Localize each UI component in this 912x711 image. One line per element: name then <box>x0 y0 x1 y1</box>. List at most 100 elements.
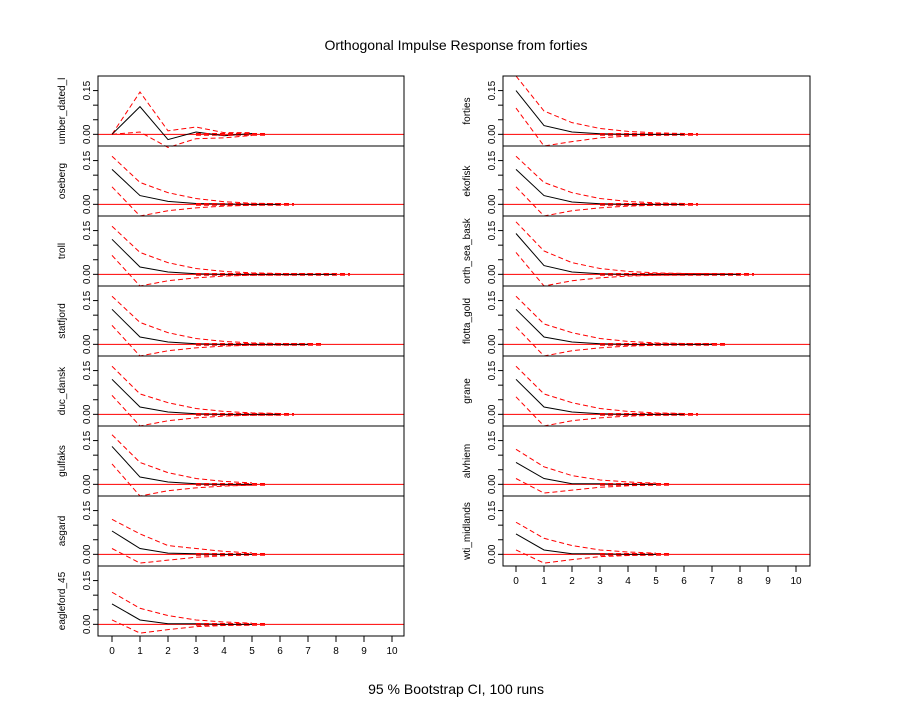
panel-oseberg: 0.00 0.15 oseberg <box>57 145 405 217</box>
y-tick-label: 0.00 <box>82 124 93 144</box>
x-tick-label: 5 <box>249 646 255 657</box>
x-tick-label: 7 <box>305 646 311 657</box>
ci-lower-line <box>111 395 281 427</box>
panel-frame <box>97 565 405 637</box>
y-tick-label: 0.15 <box>487 500 498 520</box>
y-tick-label: 0.15 <box>82 500 93 520</box>
ci-lower-line <box>515 186 685 217</box>
x-tick-label: 8 <box>737 576 743 587</box>
y-tick-label: 0.00 <box>82 544 93 564</box>
y-tick-label: 0.15 <box>82 80 93 100</box>
x-tick-label: 6 <box>681 576 687 587</box>
x-tick-label: 9 <box>765 576 771 587</box>
x-tick-label: 0 <box>109 646 115 657</box>
x-tick-label: 2 <box>165 646 171 657</box>
panel-forties: 0.00 0.15 forties <box>462 75 811 147</box>
response-line <box>515 233 740 275</box>
ci-upper-line <box>111 225 337 275</box>
response-line <box>515 462 656 485</box>
y-tick-label: 0.00 <box>82 334 93 354</box>
ci-lower-line <box>515 478 657 494</box>
ci-lower-line <box>111 255 337 287</box>
panel-gulfaks: 0.00 0.15 gulfaks <box>57 425 405 497</box>
ci-lower-line <box>515 252 741 287</box>
ci-lower-line <box>111 548 253 564</box>
y-tick-label: 0.00 <box>487 264 498 284</box>
response-line <box>111 168 280 205</box>
x-tick-label: 10 <box>386 646 398 657</box>
ci-lower-line <box>111 325 309 357</box>
y-tick-label: 0.00 <box>487 474 498 494</box>
ci-upper-line <box>111 365 281 414</box>
y-tick-label: 0.15 <box>487 80 498 100</box>
response-line <box>515 168 684 205</box>
y-tick-label: 0.15 <box>487 360 498 380</box>
variable-label: statfjord <box>57 303 68 339</box>
variable-label: asgard <box>57 516 68 547</box>
y-tick-label: 0.15 <box>487 220 498 240</box>
response-line <box>515 378 684 415</box>
response-line <box>111 446 252 485</box>
y-tick-label: 0.00 <box>82 194 93 214</box>
variable-label: grane <box>462 378 473 404</box>
panel-frame <box>97 495 405 567</box>
variable-label: flotta_gold <box>462 298 473 344</box>
ci-upper-line <box>515 295 713 345</box>
y-tick-label: 0.15 <box>82 570 93 590</box>
variable-label: alvhiem <box>462 444 473 478</box>
panel-grid: 0.000.15umber_dated_l0.000.15oseberg0.00… <box>57 75 811 657</box>
variable-label: umber_dated_l <box>57 78 68 145</box>
ci-lower-line <box>515 549 657 564</box>
y-tick-label: 0.00 <box>82 474 93 494</box>
x-axis-right_column: 0 1 2 3 4 5 6 7 8 9 10 <box>513 566 802 587</box>
variable-label: gulfaks <box>57 445 68 477</box>
y-tick-label: 0.15 <box>487 150 498 170</box>
x-tick-label: 8 <box>333 646 339 657</box>
ci-lower-line <box>515 396 685 427</box>
y-tick-label: 0.15 <box>82 220 93 240</box>
panel-flotta_gold: 0.00 0.15 flotta_gold <box>462 285 811 357</box>
panel-wti_midlands: 0.00 0.15 wti_midlands <box>462 495 811 567</box>
ci-upper-line <box>515 521 657 554</box>
y-tick-label: 0.15 <box>82 360 93 380</box>
chart-title: Orthogonal Impulse Response from forties <box>324 37 587 53</box>
x-tick-label: 1 <box>137 646 143 657</box>
y-tick-label: 0.15 <box>487 430 498 450</box>
ci-lower-line <box>111 186 281 217</box>
response-line <box>111 238 336 275</box>
ci-upper-line <box>111 91 252 135</box>
response-line <box>515 308 712 345</box>
ci-upper-line <box>515 365 685 414</box>
panel-duc_dansk: 0.00 0.15 duc_dansk <box>57 355 405 427</box>
variable-label: duc_dansk <box>57 366 68 415</box>
panel-orth_sea_bask: 0.00 0.15 orth_sea_bask <box>462 215 811 287</box>
panel-troll: 0.00 0.15 troll <box>57 215 405 287</box>
ci-upper-line <box>111 434 253 484</box>
x-tick-label: 10 <box>790 576 802 587</box>
x-tick-label: 9 <box>361 646 367 657</box>
x-tick-label: 2 <box>569 576 575 587</box>
ci-lower-line <box>111 619 253 634</box>
ci-upper-line <box>515 155 685 204</box>
panel-eagleford_45: 0.00 0.15 eagleford_45 <box>57 565 405 637</box>
panel-statfjord: 0.00 0.15 statfjord <box>57 285 405 357</box>
panel-grane: 0.00 0.15 grane <box>462 355 811 427</box>
variable-label: troll <box>57 243 68 259</box>
ci-lower-line <box>515 107 685 147</box>
y-tick-label: 0.15 <box>82 150 93 170</box>
ci-upper-line <box>111 155 281 205</box>
x-tick-label: 3 <box>597 576 603 587</box>
variable-label: oseberg <box>57 163 68 199</box>
response-line <box>111 530 252 555</box>
response-line <box>515 90 684 135</box>
panel-umber_dated_l: 0.00 0.15 umber_dated_l <box>57 75 405 149</box>
ci-upper-line <box>111 591 253 624</box>
response-line <box>515 533 656 555</box>
ci-lower-line <box>111 131 253 149</box>
panel-ekofisk: 0.00 0.15 ekofisk <box>462 145 811 217</box>
variable-label: forties <box>462 97 473 124</box>
y-tick-label: 0.00 <box>487 334 498 354</box>
y-tick-label: 0.15 <box>487 290 498 310</box>
x-tick-label: 3 <box>193 646 199 657</box>
